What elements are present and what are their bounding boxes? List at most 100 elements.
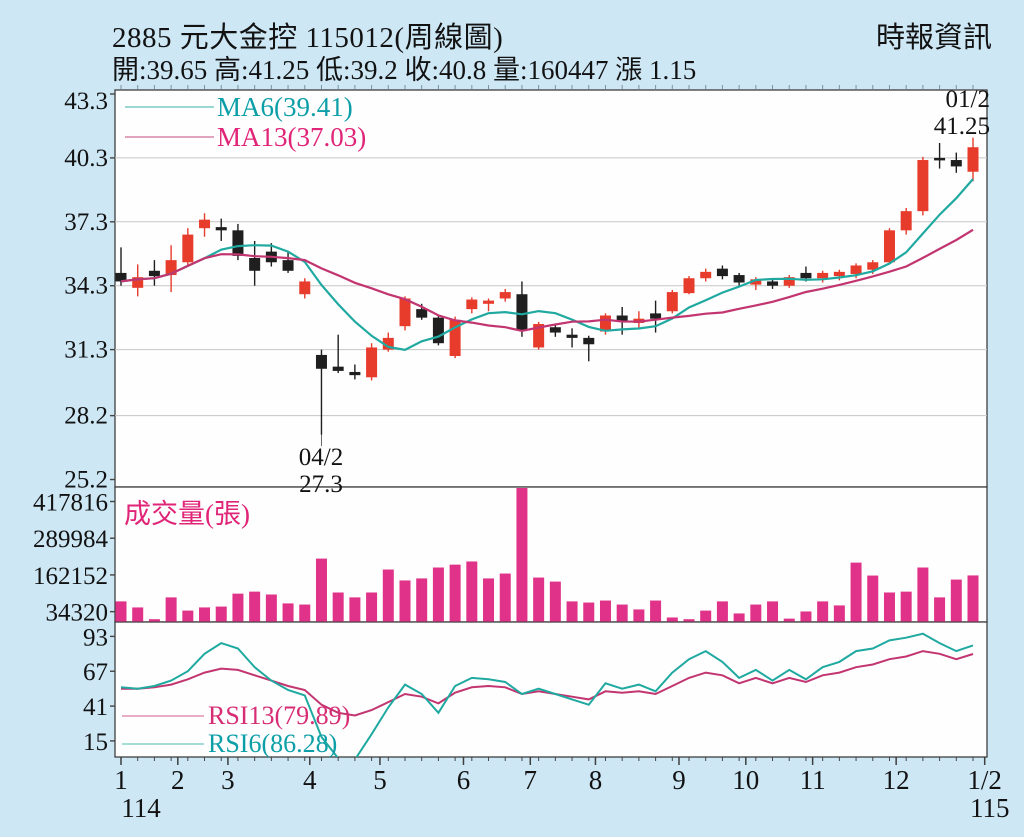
candle-body <box>533 324 545 348</box>
annotation-trough-date: 04/2 <box>298 444 344 471</box>
candle-body <box>950 160 962 167</box>
volume-bar <box>566 601 578 622</box>
volume-tick-label: 417816 <box>33 490 108 517</box>
candle-body <box>800 272 812 279</box>
volume-bar <box>616 604 628 622</box>
candle-body <box>432 317 444 344</box>
candle-body <box>349 371 361 376</box>
candle-body <box>249 258 261 271</box>
volume-tick-label: 162152 <box>33 563 108 590</box>
volume-bar <box>466 561 478 622</box>
volume-bar <box>817 601 829 622</box>
annotation-peak-price: 41.25 <box>933 113 990 140</box>
month-label: 9 <box>672 765 686 795</box>
candle-body <box>332 366 344 371</box>
volume-bar <box>332 592 344 622</box>
month-label: 1/2 <box>967 765 1002 795</box>
ohlc-quote-line: 開:39.65 高:41.25 低:39.2 收:40.8 量:160447 漲… <box>112 55 697 85</box>
annotation-peak-date: 01/2 <box>945 86 990 113</box>
volume-bar <box>199 607 211 622</box>
legend-ma6-label: MA6(39.41) <box>217 92 353 122</box>
volume-bar <box>533 577 545 622</box>
month-label: 10 <box>732 765 759 795</box>
candle-body <box>883 230 895 263</box>
candle-body <box>967 147 979 172</box>
candle-body <box>549 327 561 333</box>
volume-bar <box>883 592 895 622</box>
volume-bar <box>934 597 946 622</box>
price-tick-label: 31.3 <box>64 337 108 364</box>
volume-bar <box>282 603 294 622</box>
candle-body <box>282 260 294 271</box>
candle-body <box>833 271 845 277</box>
volume-bar <box>265 594 277 622</box>
rsi-tick-label: 67 <box>83 659 108 686</box>
volume-bars <box>115 488 979 622</box>
candle-body <box>499 292 511 299</box>
volume-bar <box>432 567 444 622</box>
candle-body <box>767 281 779 286</box>
volume-bar <box>516 488 528 622</box>
candle-body <box>232 230 244 256</box>
volume-bar <box>349 597 361 622</box>
volume-bar <box>366 592 378 622</box>
candle-body <box>115 272 127 282</box>
volume-bar <box>850 562 862 622</box>
price-tick-label: 40.3 <box>64 145 108 172</box>
volume-bar <box>315 558 327 622</box>
volume-bar <box>683 619 695 622</box>
volume-bar <box>666 617 678 622</box>
candle-body <box>566 334 578 338</box>
volume-bar <box>165 597 177 622</box>
candle-body <box>850 265 862 274</box>
candle-body <box>483 300 495 304</box>
candlesticks <box>115 137 979 435</box>
ma6-line <box>120 178 974 351</box>
month-label: 12 <box>883 765 910 795</box>
candle-body <box>165 260 177 276</box>
panel-rsi <box>114 621 988 758</box>
candle-body <box>516 294 528 331</box>
volume-bar <box>549 581 561 622</box>
candle-body <box>416 309 428 318</box>
candle-body <box>199 219 211 229</box>
legend-ma13-label: MA13(37.03) <box>217 122 367 152</box>
ma13-line <box>120 228 974 333</box>
candle-body <box>650 313 662 319</box>
candle-body <box>466 299 478 310</box>
candle-body <box>215 227 227 231</box>
volume-bar <box>867 575 879 622</box>
volume-bar <box>733 613 745 622</box>
volume-bar <box>215 606 227 622</box>
candle-body <box>599 315 611 332</box>
price-tick-label: 37.3 <box>64 209 108 236</box>
volume-bar <box>299 604 311 622</box>
rsi13-line <box>121 650 974 717</box>
month-label: 8 <box>589 765 603 795</box>
legend-rsi13-label: RSI13(79.89) <box>208 701 351 730</box>
candle-body <box>399 298 411 327</box>
month-label: 2 <box>171 765 185 795</box>
volume-bar <box>449 564 461 622</box>
volume-bar <box>148 619 160 622</box>
volume-bar <box>967 575 979 622</box>
volume-bar <box>716 601 728 622</box>
candle-body <box>783 277 795 286</box>
volume-bar <box>249 591 261 622</box>
volume-tick-label: 34320 <box>46 600 109 627</box>
volume-bar <box>499 573 511 622</box>
rsi-tick-label: 93 <box>83 624 108 651</box>
rsi-tick-label: 15 <box>83 729 108 756</box>
month-label: 11 <box>800 765 826 795</box>
candle-body <box>683 278 695 294</box>
data-source-label: 時報資訊 <box>875 22 992 54</box>
volume-bar <box>132 607 144 622</box>
volume-bar <box>399 580 411 622</box>
volume-bar <box>182 610 194 622</box>
volume-bar <box>750 604 762 622</box>
candle-body <box>299 281 311 295</box>
volume-bar <box>483 578 495 622</box>
candle-body <box>733 275 745 283</box>
candle-body <box>817 272 829 279</box>
